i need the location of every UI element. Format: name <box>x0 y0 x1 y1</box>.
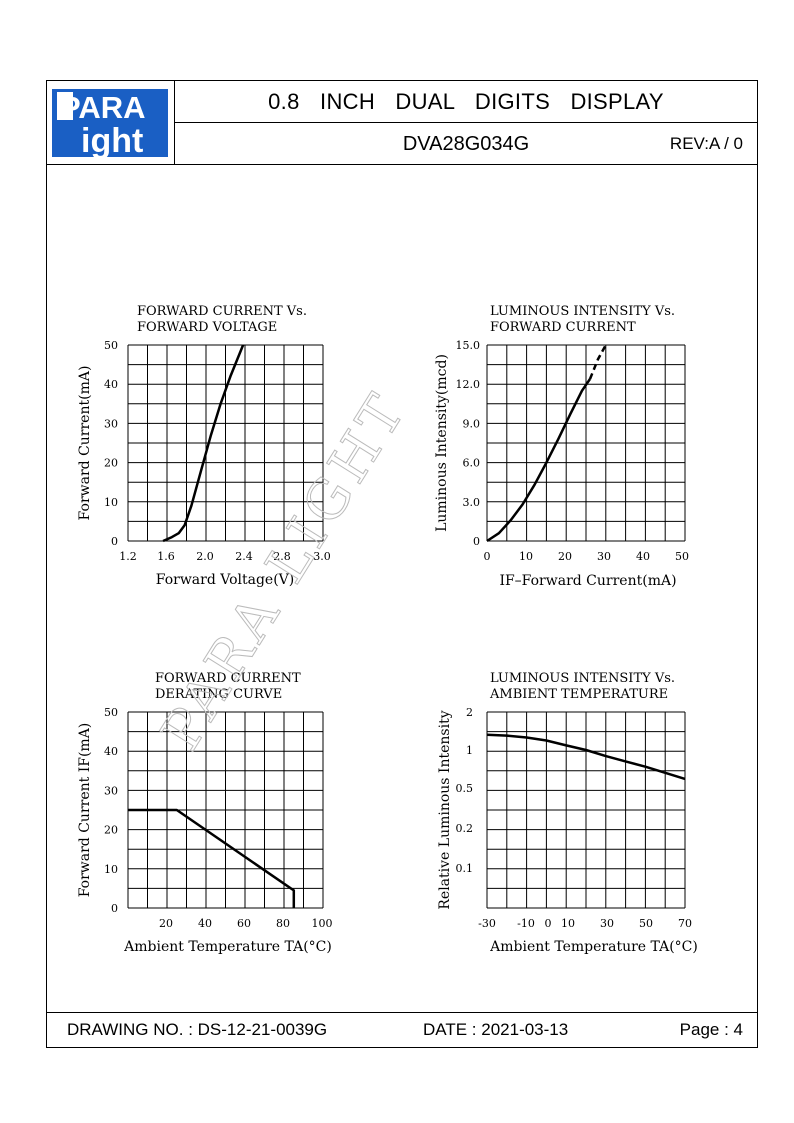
x-axis-label: Ambient Temperature TA(°C) <box>123 939 332 955</box>
series-line <box>128 808 296 908</box>
x-tick-label: 20 <box>558 550 572 563</box>
x-tick-label: 0 <box>484 550 491 563</box>
y-tick-label: 0 <box>111 902 118 915</box>
revision: REV:A / 0 <box>669 134 743 153</box>
series-line <box>486 378 592 543</box>
y-tick-label: 20 <box>104 457 118 470</box>
y-axis-label: Relative Luminous Intensity <box>437 710 453 909</box>
x-tick-label: 50 <box>675 550 689 563</box>
y-tick-label: 9.0 <box>463 417 481 430</box>
y-tick-label: 15.0 <box>456 339 481 352</box>
y-axis-label: Luminous Intensity(mcd) <box>434 354 450 532</box>
y-tick-label: 40 <box>104 378 118 391</box>
page-number: Page : 4 <box>679 1020 743 1039</box>
logo-cell: PARA ight <box>47 81 175 165</box>
part-number-row: DVA28G034G REV:A / 0 <box>175 123 757 165</box>
y-tick-label: 30 <box>104 417 118 430</box>
x-tick-label: 1.2 <box>119 550 137 563</box>
x-tick-label: 10 <box>561 917 575 930</box>
y-tick-label: 0 <box>473 535 480 548</box>
x-tick-label: 30 <box>597 550 611 563</box>
chart-title: FORWARD CURRENT Vs. <box>137 304 307 319</box>
document-frame: PARA ight 0.8 INCH DUAL DIGITS DISPLAY D… <box>46 80 758 1048</box>
y-tick-label: 50 <box>104 706 118 719</box>
y-tick-label: 0.2 <box>456 822 474 835</box>
part-number: DVA28G034G <box>402 133 530 155</box>
y-tick-label: 2 <box>466 706 473 719</box>
y-tick-label: 6.0 <box>463 457 481 470</box>
y-tick-label: 0 <box>111 535 118 548</box>
chart-title: AMBIENT TEMPERATURE <box>489 687 668 702</box>
x-tick-label: 2.0 <box>196 550 214 563</box>
x-tick-label: 40 <box>636 550 650 563</box>
y-axis-label: Forward Current IF(mA) <box>77 723 93 898</box>
chart-title: FORWARD VOLTAGE <box>137 320 277 335</box>
x-tick-label: 30 <box>600 917 614 930</box>
logo-top-text: PARA <box>60 90 146 125</box>
x-tick-label: 20 <box>159 917 173 930</box>
y-tick-label: 1 <box>466 744 473 757</box>
chart-title: FORWARD CURRENT <box>155 671 301 686</box>
series-line <box>162 344 245 543</box>
series-line-dashed <box>588 344 607 380</box>
x-tick-label: -10 <box>517 917 535 930</box>
x-tick-label: 3.0 <box>313 550 331 563</box>
x-tick-label: 50 <box>639 917 653 930</box>
footer: DRAWING NO. : DS-12-21-0039G DATE : 2021… <box>47 1012 757 1047</box>
chart-title: DERATING CURVE <box>155 687 282 702</box>
y-tick-label: 30 <box>104 784 118 797</box>
y-tick-label: 50 <box>104 339 118 352</box>
chart-title: FORWARD CURRENT <box>490 320 636 335</box>
y-tick-label: 40 <box>104 745 118 758</box>
chart-title: LUMINOUS INTENSITY Vs. <box>490 671 675 686</box>
document-title: 0.8 INCH DUAL DIGITS DISPLAY <box>175 81 757 123</box>
x-tick-label: 100 <box>312 917 333 930</box>
x-tick-label: 60 <box>237 917 251 930</box>
y-tick-label: 3.0 <box>463 496 481 509</box>
x-tick-label: 40 <box>198 917 212 930</box>
chart-title: LUMINOUS INTENSITY Vs. <box>490 304 675 319</box>
x-tick-label: -30 <box>478 917 496 930</box>
x-tick-label: 80 <box>276 917 290 930</box>
x-tick-label: 1.6 <box>157 550 175 563</box>
x-tick-label: 10 <box>519 550 533 563</box>
y-tick-label: 0.5 <box>456 782 474 795</box>
y-tick-label: 0.1 <box>456 862 474 875</box>
x-tick-label: 2.8 <box>273 550 291 563</box>
drawing-number: DRAWING NO. : DS-12-21-0039G <box>67 1020 328 1039</box>
x-axis-label: Ambient Temperature TA(°C) <box>489 939 698 955</box>
x-tick-label: 2.4 <box>235 550 253 563</box>
logo-bottom-text: ight <box>81 122 143 160</box>
x-tick-label: 0 <box>545 917 552 930</box>
y-tick-label: 10 <box>104 496 118 509</box>
y-tick-label: 20 <box>104 824 118 837</box>
y-axis-label: Forward Current(mA) <box>77 366 93 521</box>
y-tick-label: 10 <box>104 863 118 876</box>
date: DATE : 2021-03-13 <box>423 1020 569 1039</box>
x-axis-label: IF–Forward Current(mA) <box>499 573 676 589</box>
x-axis-label: Forward Voltage(V) <box>156 572 295 588</box>
para-light-logo: PARA ight <box>52 89 168 160</box>
x-tick-label: 70 <box>678 917 692 930</box>
y-tick-label: 12.0 <box>456 378 481 391</box>
series-line <box>486 733 686 781</box>
